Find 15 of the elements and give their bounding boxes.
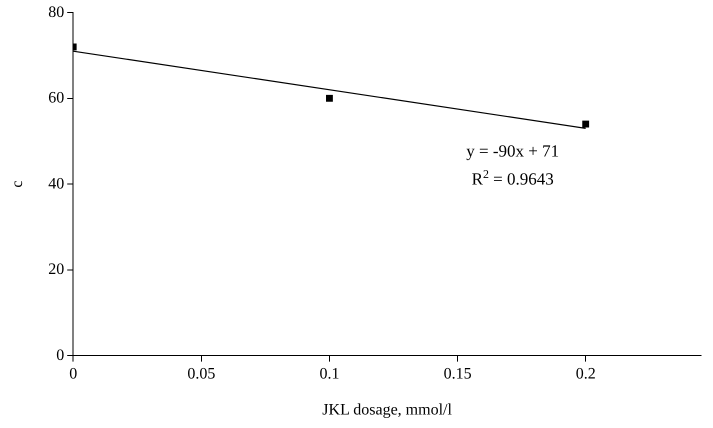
y-axis-title: c: [8, 180, 26, 188]
x-tick-label: 0.15: [444, 365, 472, 382]
x-tick-label: 0.05: [187, 365, 216, 382]
x-tick-label: 0.1: [319, 365, 340, 382]
y-tick-label: 40: [48, 175, 64, 192]
y-tick-label: 60: [48, 90, 64, 107]
point: [582, 120, 590, 128]
x-axis-title: JKL dosage, mmol/l: [322, 402, 452, 419]
y-tick-label: 80: [48, 4, 64, 21]
x-tick-label: 0: [69, 365, 78, 382]
x-tick-label: 0.2: [576, 365, 596, 382]
annotation: y = -90x + 71: [466, 142, 560, 161]
y-tick-label: 20: [48, 261, 64, 278]
y-tick-label: 0: [56, 346, 64, 364]
point: [326, 94, 333, 102]
